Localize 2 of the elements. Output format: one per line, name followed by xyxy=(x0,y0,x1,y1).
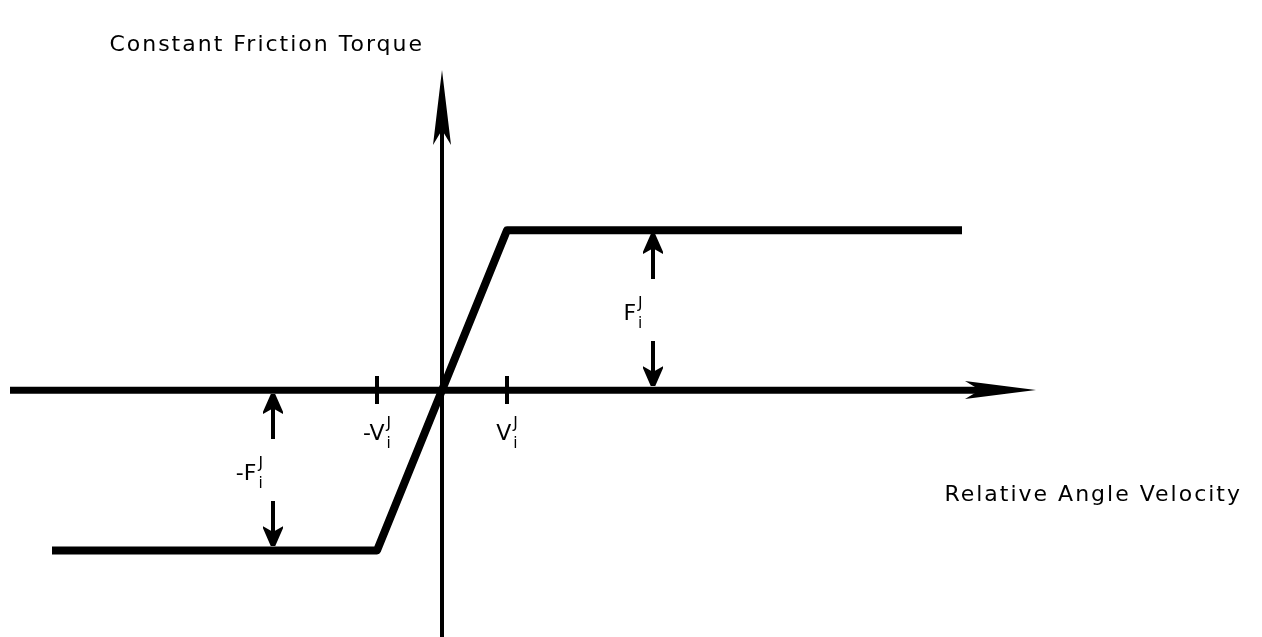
chart-title: Constant Friction Torque xyxy=(109,30,424,56)
x-axis-title: Relative Angle Velocity xyxy=(944,481,1242,507)
